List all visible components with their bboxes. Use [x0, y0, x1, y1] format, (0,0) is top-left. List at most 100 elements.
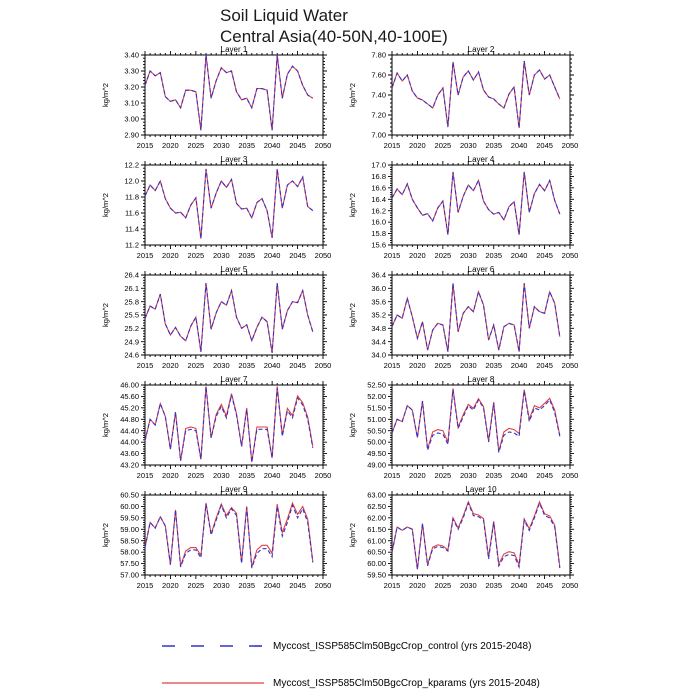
- x-tick-label: 2020: [409, 251, 426, 260]
- kparams-series-line: [144, 386, 314, 463]
- y-tick-label: 43.60: [120, 449, 139, 458]
- x-tick-label: 2040: [511, 471, 528, 480]
- x-tick-label: 2030: [460, 581, 477, 590]
- x-tick-label: 2030: [213, 251, 230, 260]
- x-tick-label: 2015: [384, 471, 401, 480]
- y-tick-label: 3.10: [124, 99, 139, 108]
- x-tick-label: 2030: [213, 581, 230, 590]
- y-axis-label: kg/m^2: [348, 83, 357, 107]
- y-tick-label: 51.50: [367, 404, 386, 413]
- y-tick-label: 7.80: [371, 51, 386, 60]
- title-line-1: Soil Liquid Water: [220, 6, 348, 25]
- x-tick-label: 2050: [562, 141, 579, 150]
- y-tick-label: 46.00: [120, 381, 139, 390]
- y-tick-label: 60.00: [120, 502, 139, 511]
- kparams-series-line: [144, 282, 314, 353]
- x-tick-label: 2050: [315, 361, 332, 370]
- x-tick-label: 2015: [137, 251, 154, 260]
- x-tick-label: 2030: [460, 471, 477, 480]
- control-series-line: [391, 389, 561, 453]
- x-tick-label: 2045: [289, 581, 306, 590]
- y-tick-label: 35.6: [371, 297, 386, 306]
- x-tick-label: 2015: [137, 581, 154, 590]
- x-tick-label: 2040: [264, 581, 281, 590]
- x-tick-label: 2025: [435, 251, 452, 260]
- y-tick-label: 15.6: [371, 241, 386, 250]
- x-tick-label: 2015: [384, 581, 401, 590]
- y-tick-label: 58.50: [120, 536, 139, 545]
- y-tick-label: 63.00: [367, 491, 386, 500]
- x-tick-label: 2035: [485, 361, 502, 370]
- legend-label-kparams: Myccost_ISSP585Clm50BgcCrop_kparams (yrs…: [273, 677, 540, 689]
- x-tick-label: 2050: [562, 251, 579, 260]
- x-tick-label: 2025: [188, 141, 205, 150]
- y-axis-label: kg/m^2: [348, 193, 357, 217]
- x-tick-label: 2020: [162, 141, 179, 150]
- x-tick-label: 2035: [238, 471, 255, 480]
- layer-5-plot: Layer 5 kg/m^2 24.6 24.9 25.2 25.5 25.8 26.1 26.…: [101, 265, 332, 370]
- x-tick-label: 2020: [162, 581, 179, 590]
- axis-ticks: [388, 381, 574, 469]
- axis-ticks: [388, 161, 574, 249]
- y-tick-label: 12.2: [124, 161, 139, 170]
- y-tick-label: 7.60: [371, 71, 386, 80]
- control-series-line: [144, 282, 314, 353]
- figure-title: Soil Liquid Water Central Asia(40-50N,40…: [220, 5, 448, 48]
- y-tick-label: 11.6: [125, 209, 139, 218]
- y-tick-label: 24.6: [124, 351, 139, 360]
- panel-title: Layer 8: [468, 375, 495, 384]
- panel-title: Layer 4: [468, 155, 495, 164]
- x-tick-label: 2045: [536, 251, 553, 260]
- layer-3-plot: Layer 3 kg/m^2 11.2 11.4 11.6 11.8 12.0 12.2 201…: [101, 155, 331, 260]
- layer-7-plot: Layer 7 kg/m^2 43.20 43.60 44.00 44.40 44.80 45…: [101, 375, 331, 480]
- kparams-series-line: [391, 283, 561, 352]
- panel-title: Layer 6: [468, 265, 495, 274]
- y-tick-label: 16.2: [371, 206, 386, 215]
- axis-ticks: [388, 51, 574, 139]
- legend-item-kparams: Myccost_ISSP585Clm50BgcCrop_kparams (yrs…: [160, 675, 540, 691]
- y-tick-label: 3.40: [124, 51, 139, 60]
- y-tick-label: 50.00: [367, 438, 386, 447]
- y-tick-label: 44.40: [120, 426, 139, 435]
- x-tick-label: 2050: [562, 361, 579, 370]
- y-axis-label: kg/m^2: [101, 83, 110, 107]
- layer-8-plot: Layer 8 kg/m^2 49.00 49.50 50.00 50.50 51.00 51…: [348, 375, 578, 480]
- control-series-line: [144, 168, 314, 239]
- layer-2-plot: Layer 2 kg/m^2 7.00 7.20 7.40 7.60 7.80 2015 202…: [348, 45, 579, 150]
- y-tick-label: 16.8: [371, 172, 386, 181]
- x-tick-label: 2020: [409, 361, 426, 370]
- layer-1-plot: Layer 1 kg/m^2 2.90 3.00 3.10 3.20 3.30 3.40 201…: [101, 45, 331, 150]
- x-tick-label: 2030: [213, 141, 230, 150]
- x-tick-label: 2040: [264, 141, 281, 150]
- x-tick-label: 2025: [435, 471, 452, 480]
- y-tick-label: 36.0: [371, 284, 386, 293]
- y-axis-label: kg/m^2: [101, 413, 110, 437]
- plot-frame: [144, 54, 324, 136]
- y-tick-label: 52.50: [367, 381, 386, 390]
- legend-label-control: Myccost_ISSP585Clm50BgcCrop_control (yrs…: [273, 640, 532, 652]
- x-tick-label: 2035: [485, 471, 502, 480]
- layer-9-plot: Layer 9 kg/m^2 57.00 57.50 58.00 58.50 59.00 59…: [101, 485, 332, 590]
- y-tick-label: 16.0: [371, 218, 386, 227]
- control-series-line: [391, 501, 561, 570]
- panel-title: Layer 5: [221, 265, 248, 274]
- x-tick-label: 2020: [162, 361, 179, 370]
- axis-ticks: [141, 381, 327, 469]
- y-tick-label: 25.5: [124, 311, 139, 320]
- y-tick-label: 24.9: [124, 337, 139, 346]
- x-tick-label: 2045: [289, 471, 306, 480]
- x-tick-label: 2050: [315, 581, 332, 590]
- y-tick-label: 34.8: [371, 324, 386, 333]
- y-tick-label: 11.8: [125, 193, 139, 202]
- panel-title: Layer 1: [221, 45, 248, 54]
- x-tick-label: 2015: [384, 251, 401, 260]
- x-tick-label: 2030: [213, 361, 230, 370]
- y-tick-label: 12.0: [124, 177, 139, 186]
- x-tick-label: 2040: [511, 141, 528, 150]
- layer-10-plot: Layer 10 kg/m^2 59.50 60.00 60.50 61.00 61.50 6…: [348, 485, 578, 590]
- y-axis-label: kg/m^2: [101, 303, 110, 327]
- y-tick-label: 25.8: [124, 297, 139, 306]
- axis-ticks: [141, 161, 327, 249]
- control-dashed-line-sample: [162, 645, 264, 647]
- y-tick-label: 44.80: [120, 415, 139, 424]
